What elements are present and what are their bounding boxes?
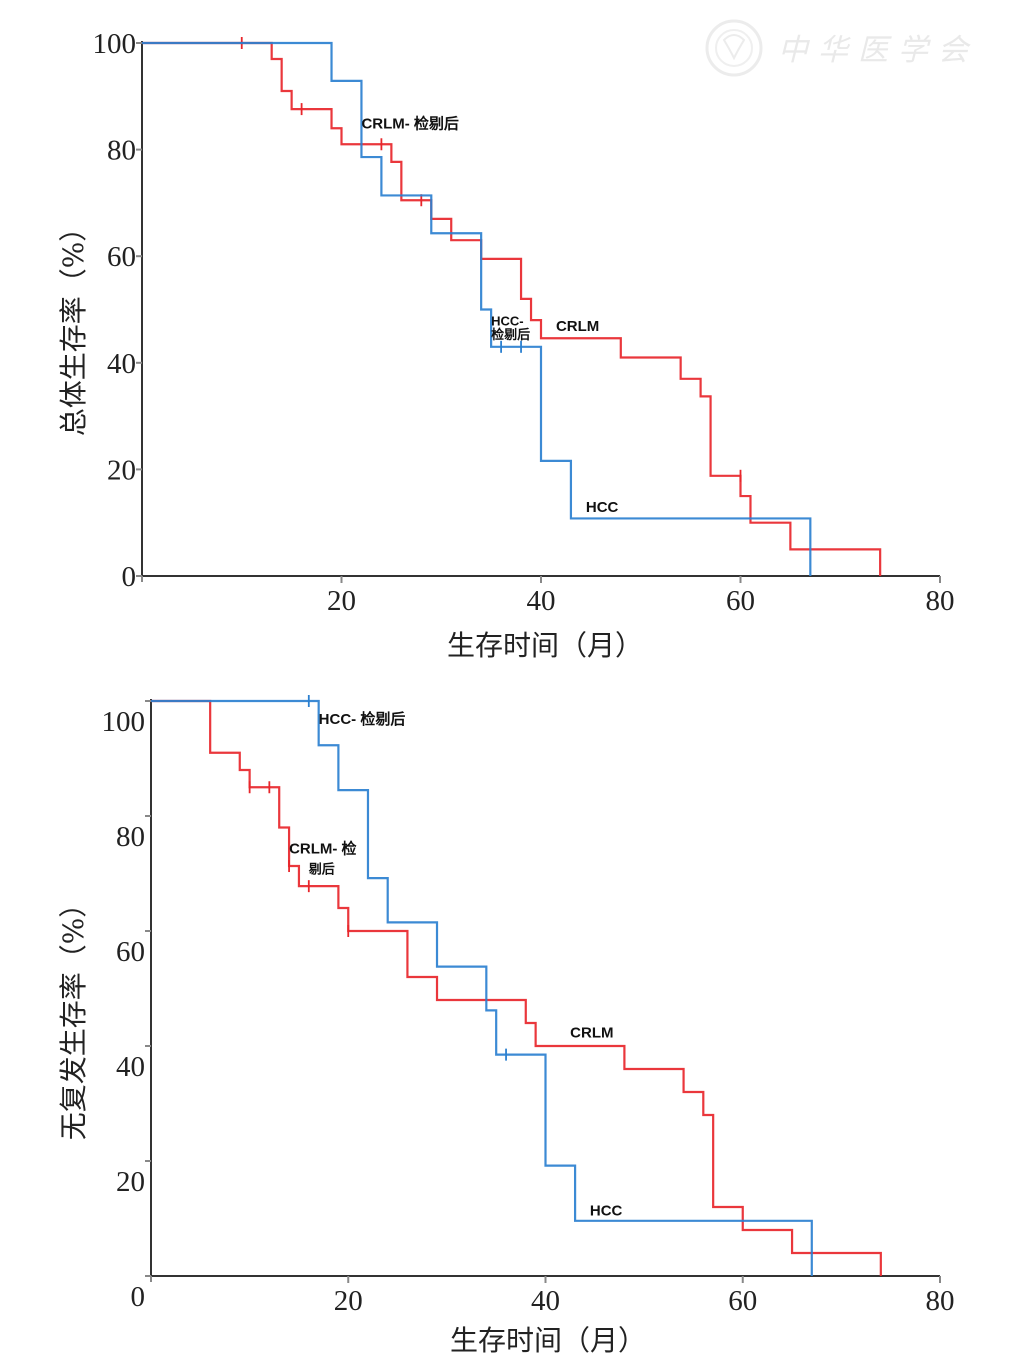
curve-label: CRLM- 检剔后 <box>361 114 459 132</box>
annotations: CRLM- 检剔后 HCC-检剔后 CRLM HCC <box>361 114 618 516</box>
y-tick-label: 20 <box>107 454 136 486</box>
km-curve-hcc <box>151 699 813 1276</box>
km-curve-crlm <box>142 41 882 576</box>
curve-label: CRLM <box>570 1024 613 1041</box>
y-tick-label: 80 <box>116 821 145 853</box>
series-layer <box>142 37 882 576</box>
x-axis-title: 生存时间（月） <box>447 629 643 662</box>
series-crlm <box>151 699 882 1276</box>
km-curve-hcc <box>142 41 812 576</box>
curve-label: 检剔后 <box>491 327 530 342</box>
y-tick-label: 0 <box>131 1281 146 1313</box>
society-seal-icon <box>705 19 763 77</box>
y-tick-label: 100 <box>102 706 146 738</box>
axes: 0 20 40 60 80 100 20 40 60 80 <box>93 28 955 617</box>
curve-label: HCC- 检剔后 <box>319 710 406 728</box>
curve-label: CRLM <box>556 318 599 335</box>
y-tick-label: 40 <box>107 348 136 380</box>
axes: 0 20 40 60 80 100 20 40 60 80 <box>102 699 955 1317</box>
curve-label: HCC <box>590 1203 623 1220</box>
x-tick-label: 60 <box>726 585 755 617</box>
y-axis-title: 总体生存率（%） <box>57 214 90 437</box>
y-tick-label: 60 <box>107 241 136 273</box>
watermark-text: 中华医学会 <box>778 33 978 68</box>
y-tick-label: 20 <box>116 1166 145 1198</box>
y-tick-label: 60 <box>116 936 145 968</box>
x-tick-label: 80 <box>926 585 955 617</box>
x-tick-label: 20 <box>334 1285 363 1317</box>
curve-label: HCC- <box>491 313 524 328</box>
y-tick-label: 100 <box>93 28 137 60</box>
series-layer <box>151 695 882 1276</box>
curve-label: 剔后 <box>308 862 335 877</box>
watermark: 中华医学会 <box>705 19 978 77</box>
y-tick-label: 40 <box>116 1051 145 1083</box>
curve-label: HCC <box>586 499 619 516</box>
x-axis-title: 生存时间（月） <box>450 1324 646 1357</box>
annotations: HCC- 检剔后 CRLM- 检剔后 CRLM HCC <box>289 710 622 1220</box>
y-tick-label: 0 <box>122 561 137 593</box>
series-hcc <box>151 695 813 1276</box>
series-hcc <box>142 41 812 576</box>
y-axis-title: 无复发生存率（%） <box>57 890 90 1141</box>
series-crlm <box>142 37 882 576</box>
recurrence-free-survival-chart: 0 20 40 60 80 100 20 40 60 80 HCC- 检剔后 CRLM- 检剔后 CR… <box>57 695 955 1357</box>
km-curve-crlm <box>151 699 882 1276</box>
x-tick-label: 40 <box>527 585 556 617</box>
x-tick-label: 40 <box>531 1285 560 1317</box>
x-tick-label: 80 <box>926 1285 955 1317</box>
x-tick-label: 20 <box>327 585 356 617</box>
x-tick-label: 60 <box>728 1285 757 1317</box>
y-tick-label: 80 <box>107 135 136 167</box>
curve-label: CRLM- 检 <box>289 839 357 857</box>
